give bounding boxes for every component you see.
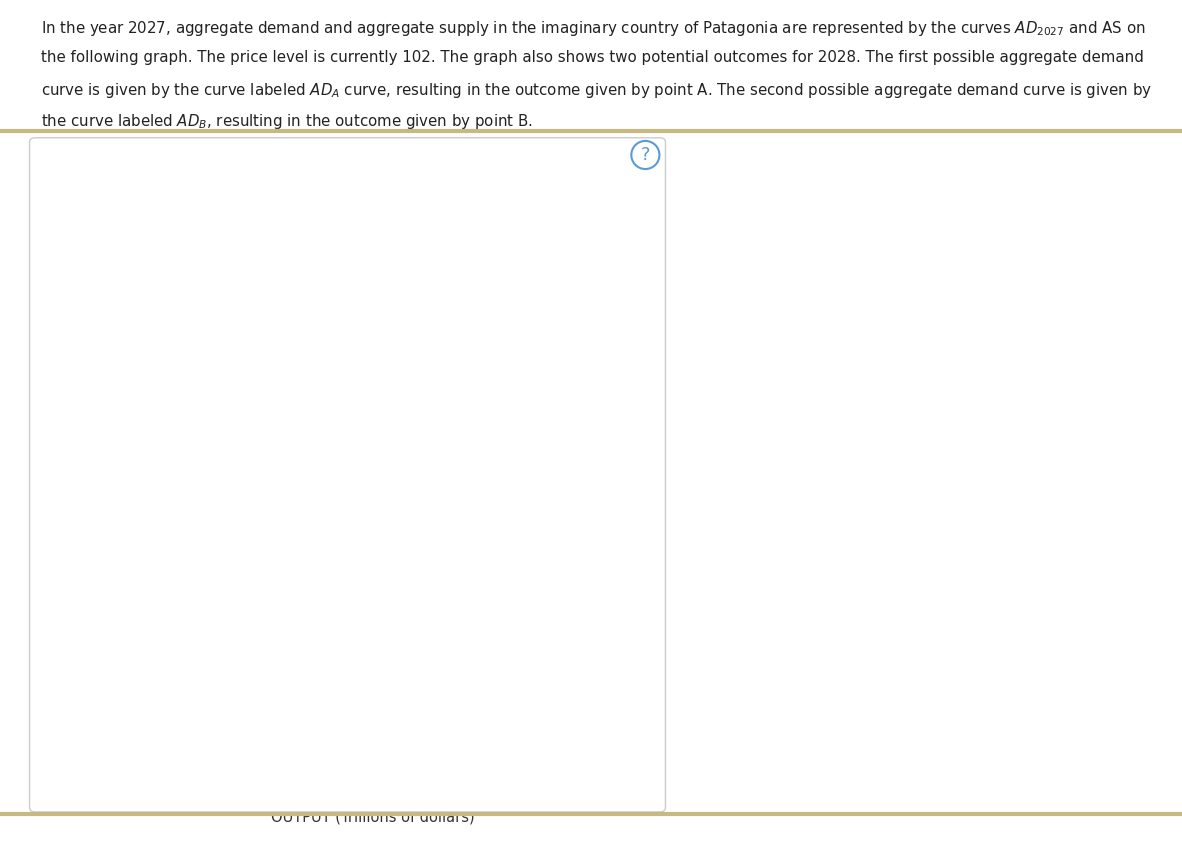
Text: $AD_A$: $AD_A$ [515, 703, 543, 717]
Text: $AD_B$: $AD_B$ [519, 570, 546, 585]
Text: the following graph. The price level is currently 102. The graph also shows two : the following graph. The price level is … [41, 50, 1144, 65]
Text: B: B [428, 421, 437, 435]
Text: curve is given by the curve labeled $\mathit{AD}_A$ curve, resulting in the outc: curve is given by the curve labeled $\ma… [41, 81, 1152, 100]
Text: the curve labeled $\mathit{AD}_B$, resulting in the outcome given by point B.: the curve labeled $\mathit{AD}_B$, resul… [41, 112, 533, 131]
Text: A: A [377, 554, 387, 567]
Text: ?: ? [641, 146, 650, 164]
Text: AS: AS [476, 299, 494, 313]
Text: In the year 2027, aggregate demand and aggregate supply in the imaginary country: In the year 2027, aggregate demand and a… [41, 19, 1145, 38]
Text: $AD_{2027}$: $AD_{2027}$ [210, 530, 254, 544]
Y-axis label: PRICE LEVEL: PRICE LEVEL [54, 468, 70, 561]
X-axis label: OUTPUT (Trillions of dollars): OUTPUT (Trillions of dollars) [271, 809, 474, 825]
